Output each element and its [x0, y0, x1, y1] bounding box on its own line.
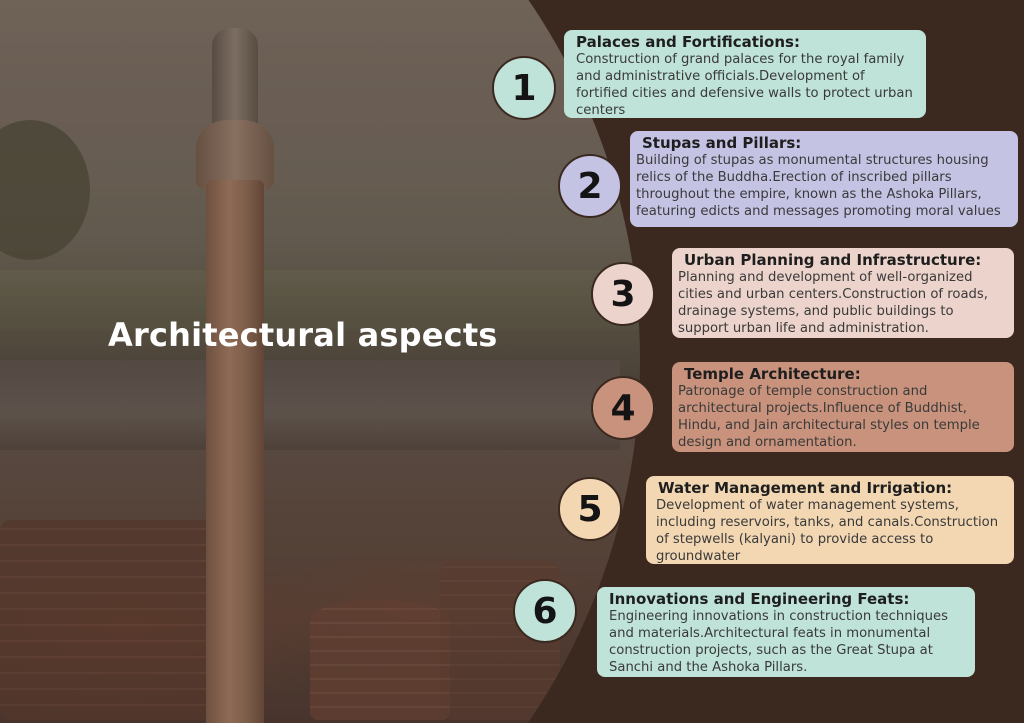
ancient-tank — [0, 360, 620, 450]
item-card-palaces: Palaces and Fortifications: Construction… — [564, 30, 926, 118]
number-badge-5: 5 — [558, 477, 622, 541]
item-text: Construction of grand palaces for the ro… — [576, 52, 913, 118]
item-text: Engineering innovations in construction … — [609, 609, 949, 675]
item-card-urban-planning: Urban Planning and Infrastructure: Plann… — [672, 248, 1014, 338]
number-badge-4: 4 — [591, 376, 655, 440]
lion-capital — [212, 28, 258, 128]
item-card-water: Water Management and Irrigation: Develop… — [646, 476, 1014, 564]
item-heading: Urban Planning and Infrastructure: — [684, 251, 982, 269]
field — [0, 270, 640, 330]
pillar-shaft — [206, 180, 264, 723]
item-heading: Innovations and Engineering Feats: — [609, 590, 910, 608]
item-text: Patronage of temple construction and arc… — [678, 384, 980, 450]
brick-ruins-center — [310, 600, 450, 720]
item-text: Development of water management systems,… — [656, 498, 999, 564]
slide-title: Architectural aspects — [108, 316, 498, 354]
number-badge-3: 3 — [591, 262, 655, 326]
item-card-temple: Temple Architecture: Patronage of temple… — [672, 362, 1014, 452]
number-badge-6: 6 — [513, 579, 577, 643]
item-text: Planning and development of well-organiz… — [678, 270, 988, 336]
brick-ruins-left — [0, 520, 220, 720]
number-badge-1: 1 — [492, 56, 556, 120]
item-heading: Temple Architecture: — [684, 365, 861, 383]
item-card-innovations: Innovations and Engineering Feats: Engin… — [597, 587, 975, 677]
number-badge-2: 2 — [558, 154, 622, 218]
item-heading: Palaces and Fortifications: — [576, 33, 800, 51]
pillar-capital — [196, 120, 274, 190]
item-heading: Water Management and Irrigation: — [658, 479, 953, 497]
item-card-stupas: Stupas and Pillars: Building of stupas a… — [630, 131, 1018, 227]
item-text: Building of stupas as monumental structu… — [636, 153, 1001, 219]
item-heading: Stupas and Pillars: — [642, 134, 802, 152]
